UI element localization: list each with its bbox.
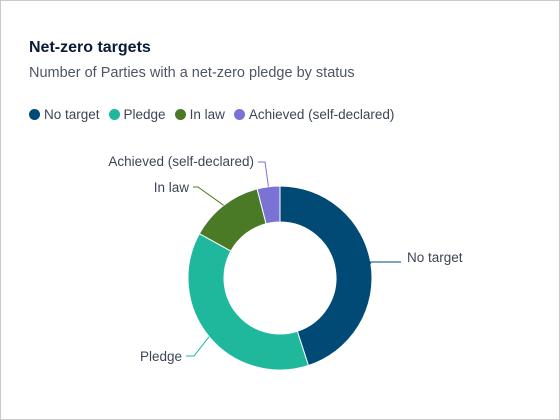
- chart-title: Net-zero targets: [29, 39, 151, 56]
- leader-line: [258, 161, 269, 187]
- donut-slice-pledge[interactable]: [187, 232, 310, 371]
- legend-swatch: [29, 109, 40, 120]
- legend-label: In law: [189, 107, 225, 122]
- slice-label: Achieved (self-declared): [108, 154, 254, 169]
- legend-item-achieved[interactable]: Achieved (self-declared): [233, 107, 395, 122]
- legend-label: No target: [44, 107, 100, 122]
- slice-label: Pledge: [140, 349, 182, 364]
- leader-line: [193, 186, 224, 206]
- chart-subtitle: Number of Parties with a net-zero pledge…: [29, 65, 355, 81]
- legend-label: Achieved (self-declared): [248, 107, 395, 122]
- slice-label: In law: [154, 180, 190, 195]
- chart-legend: No target Pledge In law Achieved (self-d…: [29, 107, 403, 122]
- legend-swatch: [233, 109, 245, 120]
- legend-swatch: [174, 109, 186, 120]
- slice-label: No target: [407, 250, 463, 265]
- legend-item-pledge[interactable]: Pledge: [108, 107, 166, 122]
- donut-slice-no-target[interactable]: [279, 185, 373, 367]
- legend-swatch: [108, 109, 120, 120]
- legend-label: Pledge: [123, 107, 166, 122]
- leader-line: [369, 261, 401, 264]
- legend-item-in-law[interactable]: In law: [174, 107, 225, 122]
- leader-line: [186, 336, 210, 357]
- donut-slice-achieved-self-declared[interactable]: [256, 185, 281, 225]
- legend-item-no-target[interactable]: No target: [29, 107, 100, 122]
